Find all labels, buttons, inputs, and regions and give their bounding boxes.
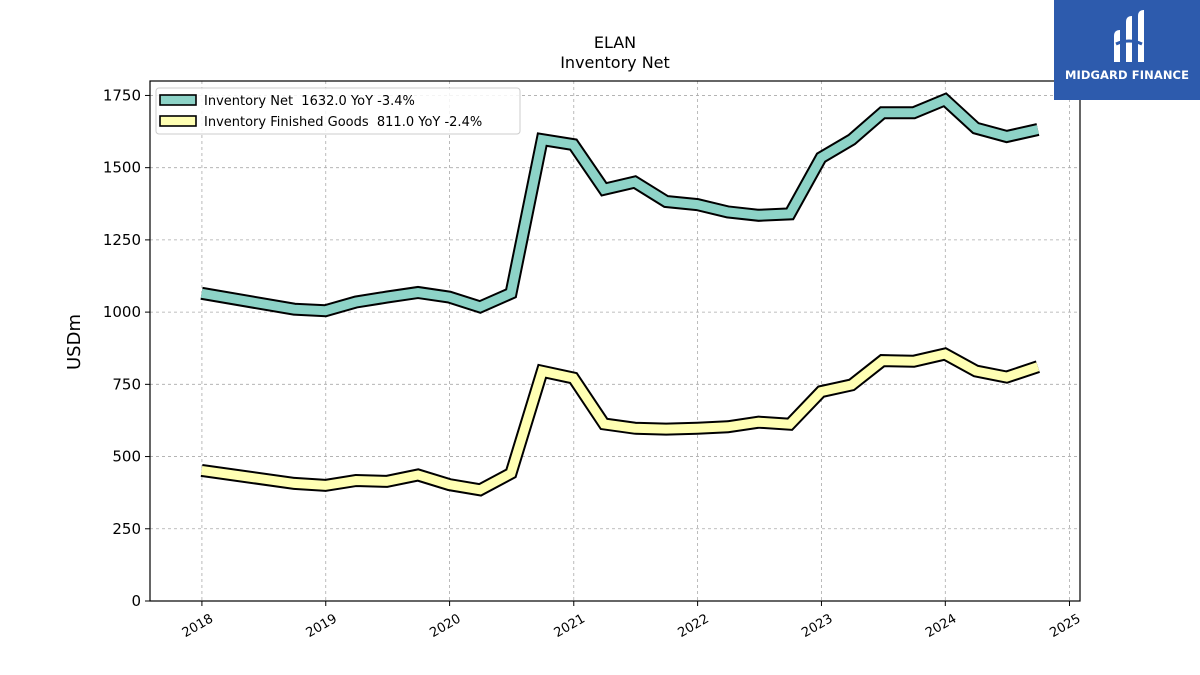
legend-label-inventory-finished-goods: Inventory Finished Goods 811.0 YoY -2.4%: [204, 115, 482, 130]
x-tick-label: 2021: [552, 611, 588, 641]
y-tick-label: 750: [112, 375, 141, 393]
grid: [150, 81, 1080, 602]
y-tick-label: 0: [131, 592, 141, 610]
x-tick-label: 2023: [799, 611, 835, 641]
legend-label-inventory-net: Inventory Net 1632.0 YoY -3.4%: [204, 94, 415, 109]
y-axis-label: USDm: [64, 314, 85, 370]
y-tick-label: 1250: [103, 231, 141, 249]
logo-text: MIDGARD FINANCE: [1064, 68, 1190, 82]
y-axis: 0 250 500 750 1000 1250 1500 1750: [103, 86, 150, 610]
x-tick-label: 2019: [304, 611, 340, 641]
x-tick-label: 2018: [180, 611, 216, 641]
y-tick-label: 500: [112, 448, 141, 466]
x-tick-label: 2020: [427, 611, 463, 641]
plot-frame: [149, 80, 1081, 602]
y-tick-label: 1750: [103, 86, 141, 104]
series-line-0: [200, 94, 1039, 316]
x-axis: 2018 2019 2020 2021 2022 2023 2024 2025: [180, 601, 1083, 641]
legend: Inventory Net 1632.0 YoY -3.4% Inventory…: [155, 87, 521, 135]
legend-swatch-inventory-finished-goods: [159, 115, 197, 127]
y-tick-label: 1500: [103, 159, 141, 177]
series-layer: [200, 92, 1040, 497]
chart-subtitle: Inventory Net: [560, 53, 670, 72]
y-tick-label: 1000: [103, 303, 141, 321]
legend-swatch-inventory-net: [159, 94, 197, 106]
x-tick-label: 2025: [1047, 611, 1083, 641]
legend-box: [155, 87, 521, 135]
company-logo: MIDGARD FINANCE: [1054, 0, 1200, 100]
y-tick-label: 250: [112, 520, 141, 538]
x-tick-label: 2024: [923, 611, 959, 641]
chart-title: ELAN: [594, 33, 636, 52]
series-line-1: [200, 349, 1040, 495]
x-tick-label: 2022: [675, 611, 711, 641]
logo-mark-icon: [1114, 10, 1144, 62]
